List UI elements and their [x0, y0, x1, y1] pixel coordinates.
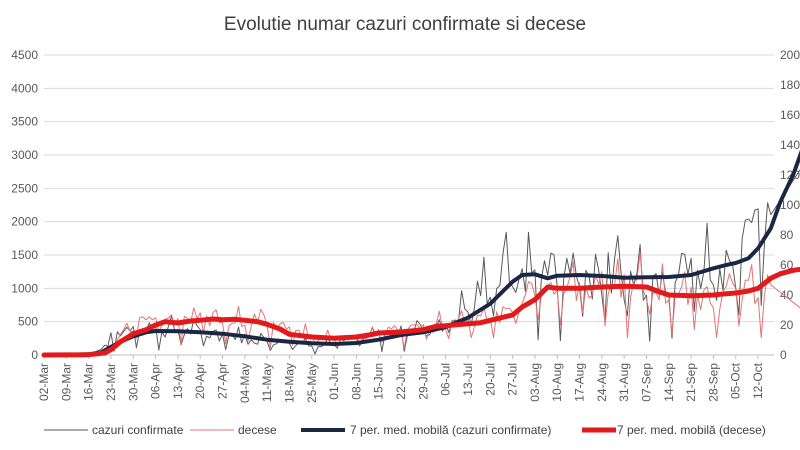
series-line-1 — [43, 252, 800, 356]
legend-label-mavg-cazuri: 7 per. med. mobilă (cazuri confirmate) — [350, 423, 551, 437]
y-right-tick-label: 140 — [780, 138, 800, 152]
x-tick-label: 23-Mar — [104, 363, 118, 401]
legend-label-decese: decese — [238, 423, 277, 437]
y-right-tick-label: 180 — [780, 78, 800, 92]
y-axis-left: 0 500 1000 1500 2000 2500 3000 3500 4000 4500 — [11, 48, 38, 362]
grid — [44, 54, 774, 356]
chart-title: Evolutie numar cazuri confirmate si dece… — [224, 14, 586, 35]
legend-label-cazuri: cazuri confirmate — [92, 423, 184, 437]
x-tick-label: 12-Oct — [751, 362, 765, 399]
y-right-tick-label: 80 — [780, 228, 794, 242]
y-right-tick-label: 0 — [780, 348, 787, 362]
x-tick-label: 22-Jun — [394, 363, 408, 400]
x-tick-label: 20-Apr — [193, 363, 207, 399]
x-tick-label: 07-Sep — [639, 363, 653, 402]
x-tick-label: 02-Mar — [37, 363, 51, 401]
x-tick-label: 24-Aug — [595, 363, 609, 402]
x-tick-label: 15-Jun — [372, 363, 386, 400]
y-left-tick-label: 2500 — [11, 181, 38, 195]
y-left-tick-label: 4500 — [11, 48, 38, 62]
x-tick-label: 04-May — [238, 363, 252, 403]
x-tick-label: 01-Jun — [327, 363, 341, 400]
x-tick-label: 20-Jul — [483, 363, 497, 396]
x-tick-label: 16-Mar — [82, 363, 96, 401]
x-tick-label: 03-Aug — [528, 363, 542, 402]
x-tick-label: 31-Aug — [617, 363, 631, 402]
x-tick-label: 09-Mar — [59, 363, 73, 401]
y-left-tick-label: 2000 — [11, 215, 38, 229]
x-tick-label: 30-Mar — [126, 363, 140, 401]
y-left-tick-label: 500 — [18, 315, 38, 329]
x-tick-label: 06-Apr — [149, 363, 163, 399]
x-tick-label: 11-May — [260, 363, 274, 402]
y-right-tick-label: 40 — [780, 288, 794, 302]
x-tick-label: 06-Jul — [439, 363, 453, 396]
x-tick-label: 18-May — [282, 363, 296, 403]
series-layer — [41, 149, 800, 358]
x-tick-label: 10-Aug — [550, 363, 564, 402]
y-left-tick-label: 3500 — [11, 115, 38, 129]
series-line-3 — [41, 266, 800, 358]
y-left-tick-label: 3000 — [11, 148, 38, 162]
y-right-tick-label: 160 — [780, 108, 800, 122]
x-tick-label: 13-Apr — [171, 363, 185, 399]
y-left-tick-label: 1000 — [11, 281, 38, 295]
legend: cazuri confirmate decese 7 per. med. mob… — [44, 423, 766, 437]
y-left-tick-label: 4000 — [11, 81, 38, 95]
x-axis: 02-Mar 09-Mar 16-Mar 23-Mar 30-Mar 06-Apr 13-A… — [37, 355, 765, 403]
x-tick-label: 28-Sep — [706, 363, 720, 402]
y-left-tick-label: 1500 — [11, 248, 38, 262]
x-tick-label: 14-Sep — [662, 363, 676, 402]
x-tick-label: 27-Jul — [506, 363, 520, 396]
x-tick-label: 29-Jun — [416, 363, 430, 400]
series-line-2 — [42, 149, 800, 357]
x-tick-label: 13-Jul — [461, 363, 475, 396]
x-tick-label: 25-May — [305, 363, 319, 403]
y-right-tick-label: 20 — [780, 318, 794, 332]
x-tick-label: 21-Sep — [684, 363, 698, 402]
x-tick-label: 08-Jun — [349, 363, 363, 400]
y-left-tick-label: 0 — [31, 348, 38, 362]
y-right-tick-label: 200 — [780, 48, 800, 62]
x-tick-label: 05-Oct — [729, 362, 743, 399]
y-right-tick-label: 100 — [780, 198, 800, 212]
x-tick-label: 17-Aug — [573, 363, 587, 402]
x-tick-label: 27-Apr — [216, 363, 230, 399]
legend-label-mavg-decese: 7 per. med. mobilă (decese) — [617, 423, 766, 437]
